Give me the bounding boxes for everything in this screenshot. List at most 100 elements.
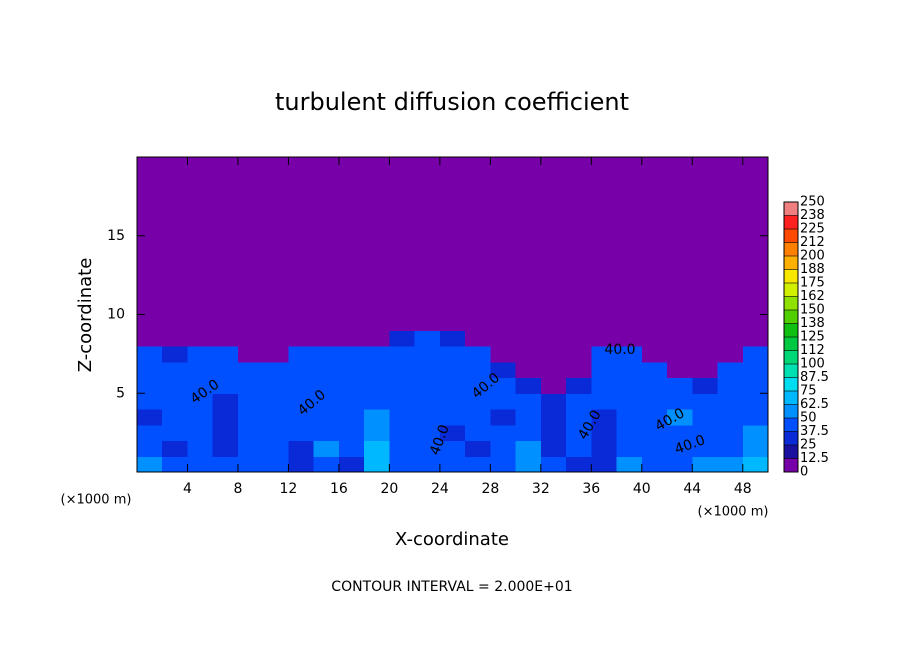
field-cell [540,377,567,394]
field-cell [641,346,668,363]
field-cell [338,393,365,410]
field-cell [465,314,491,331]
field-cell [515,172,542,189]
field-cell [667,393,693,410]
field-cell [162,456,188,473]
field-cell [313,440,340,457]
field-cell [515,361,542,378]
field-cell [389,251,416,268]
field-cell [439,361,466,378]
field-cell [187,298,214,315]
field-cell [465,456,491,473]
field-cell [540,157,567,174]
field-cell [490,298,517,315]
field-cell [566,267,592,284]
field-cell [212,440,239,457]
colorbar-label: 188 [800,262,825,277]
field-cell [667,157,693,174]
field-cell [566,220,592,237]
field-cell [288,314,315,331]
field-cell [237,204,264,221]
field-cell [566,456,592,473]
field-cell [263,204,289,221]
field-cell [717,235,744,252]
field-cell [616,157,643,174]
field-cell [338,235,365,252]
colorbar-label: 75 [800,384,817,399]
field-cell [414,220,441,237]
field-cell [212,235,239,252]
y-tick-label: 15 [107,228,125,244]
x-tick-label: 36 [582,481,600,497]
field-cell [288,283,315,300]
field-cell [439,330,466,347]
field-cell [389,235,416,252]
field-cell [338,424,365,441]
field-cell [742,346,769,363]
field-cell [742,157,769,174]
field-cell [515,298,542,315]
field-cell [540,361,567,378]
field-cell [515,377,542,394]
field-cell [389,330,416,347]
field-cell [515,188,542,205]
field-cell [439,267,466,284]
field-cell [137,298,163,315]
field-cell [439,409,466,426]
field-cell [162,393,188,410]
colorbar-swatch [784,350,798,364]
field-cell [162,314,188,331]
field-cell [742,188,769,205]
field-cell [641,298,668,315]
field-cell [566,361,592,378]
field-cell [237,330,264,347]
field-cell [137,220,163,237]
field-cell [667,456,693,473]
field-cell [566,172,592,189]
field-cell [439,393,466,410]
field-cell [212,393,239,410]
field-cell [212,298,239,315]
field-cell [288,172,315,189]
field-cell [313,235,340,252]
field-cell [515,283,542,300]
field-cell [263,424,289,441]
field-cell [313,377,340,394]
x-unit-label: (×1000 m) [61,493,132,508]
field-cell [338,172,365,189]
field-cell [237,157,264,174]
field-cell [288,220,315,237]
field-cell [212,267,239,284]
field-cell [540,298,567,315]
field-cell [187,188,214,205]
field-cell [616,377,643,394]
field-cell [162,440,188,457]
field-cell [540,172,567,189]
colorbar-label: 138 [800,316,825,331]
field-cell [364,251,390,268]
field-cell [212,220,239,237]
field-cell [389,157,416,174]
colorbar-swatch [784,377,798,391]
field-cell [515,424,542,441]
x-tick-label: 44 [683,481,701,497]
field-cell [641,172,668,189]
field-cell [465,298,491,315]
field-cell [641,330,668,347]
field-cell [313,220,340,237]
x-unit-label: (×1000 m) [698,505,769,520]
field-cell [717,267,744,284]
field-cell [515,393,542,410]
field-cell [137,283,163,300]
field-cell [389,220,416,237]
field-cell [490,393,517,410]
field-cell [540,267,567,284]
field-cell [212,456,239,473]
field-cell [490,330,517,347]
field-cell [187,157,214,174]
field-cell [137,377,163,394]
field-cell [263,409,289,426]
field-cell [187,283,214,300]
field-cell [465,235,491,252]
field-cell [313,298,340,315]
